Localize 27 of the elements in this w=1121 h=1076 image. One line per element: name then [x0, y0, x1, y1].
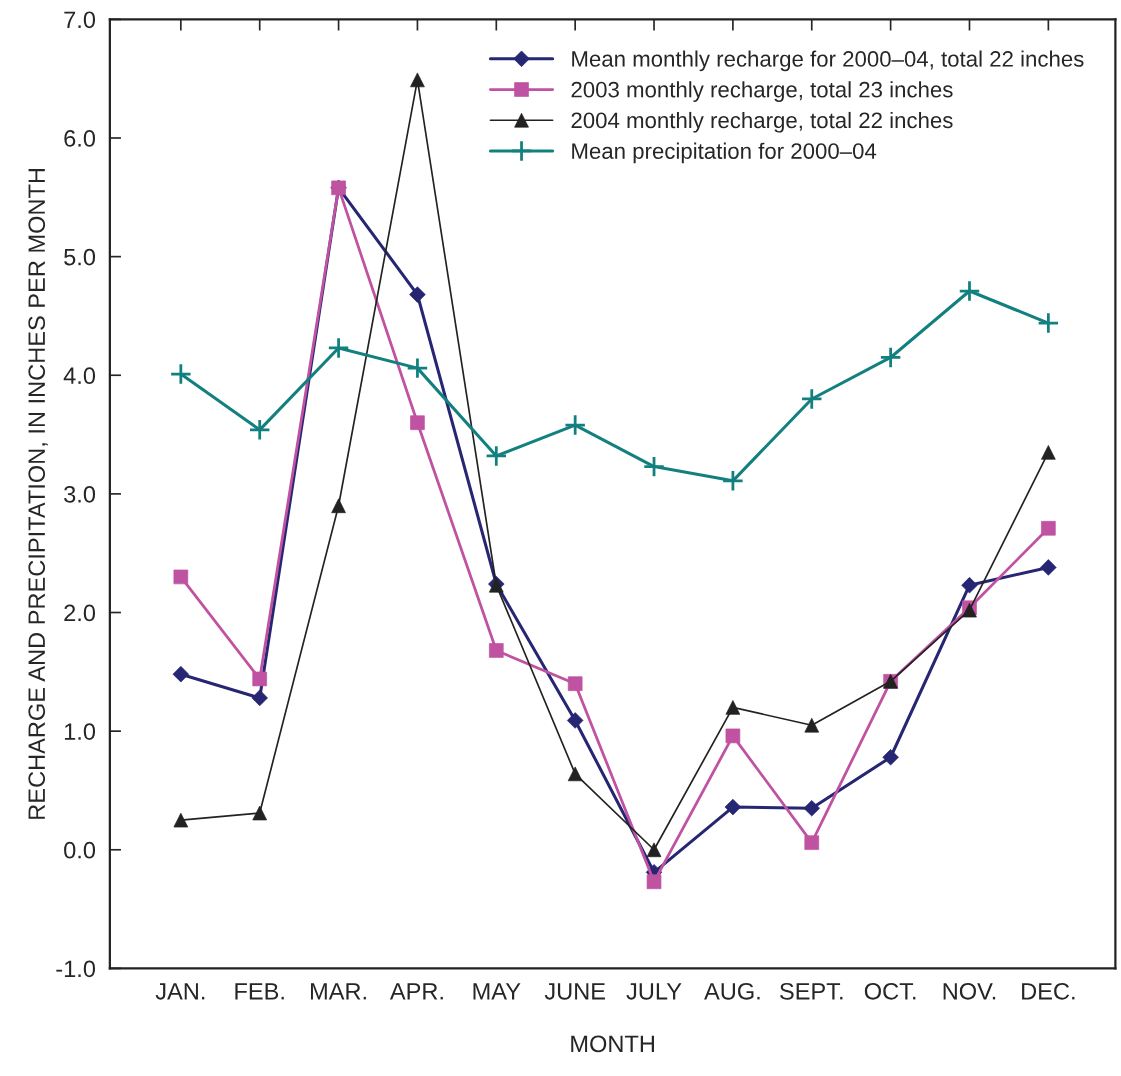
x-tick-label: AUG.	[704, 982, 760, 1000]
x-tick-label: MAY	[473, 983, 521, 1000]
x-tick-label: DEC.	[1022, 982, 1075, 1000]
x-tick-label: FEB.	[235, 983, 284, 1000]
x-tick-label: OCT.	[864, 982, 916, 1000]
x-tick-label: SEPT.	[780, 982, 843, 1000]
y-axis-title: RECHARGE AND PRECIPITATION, IN INCHES PER MONTH	[28, 168, 48, 819]
x-tick-label: JUNE	[544, 983, 605, 1000]
x-tick-label: NOV.	[943, 982, 996, 1000]
x-tick-label: MAR.	[310, 983, 366, 1000]
x-axis-title: MONTH	[571, 1035, 654, 1053]
legend-label: Mean monthly recharge for 2000–04, total 22 inches	[572, 50, 1084, 72]
y-tick-label: -1.0	[56, 960, 96, 978]
y-tick-label: 4.0	[63, 367, 96, 385]
x-tick-label: JAN.	[155, 983, 205, 1000]
y-tick-label: 6.0	[64, 130, 96, 147]
legend-label: Mean precipitation for 2000–04	[572, 142, 877, 164]
x-tick-label: JULY	[626, 983, 682, 1000]
legend-label: 2004 monthly recharge, total 22 inches	[571, 111, 953, 133]
y-tick-label: 2.0	[64, 604, 96, 622]
y-tick-label: 7.0	[64, 11, 96, 29]
x-tick-label: APR.	[389, 983, 443, 1000]
y-tick-label: 0.0	[64, 841, 96, 859]
legend-label: 2003 monthly recharge, total 23 inches	[571, 81, 953, 102]
y-tick-label: 3.0	[64, 485, 96, 503]
y-tick-label: 5.0	[64, 248, 96, 266]
y-tick-label: 1.0	[64, 723, 96, 740]
